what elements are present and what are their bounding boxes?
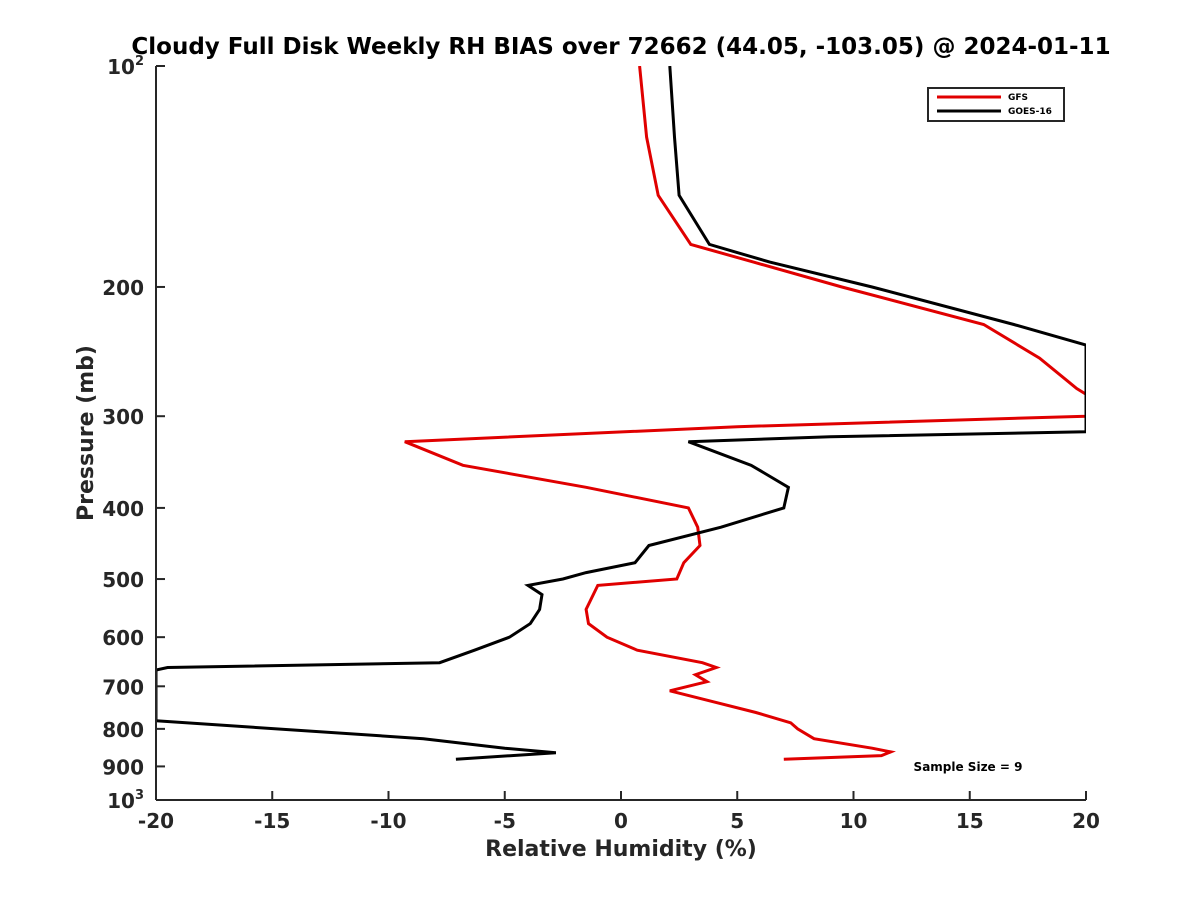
y-tick-label: 102 bbox=[107, 54, 144, 79]
x-tick-label: 5 bbox=[730, 809, 744, 833]
y-tick-label: 103 bbox=[107, 788, 144, 813]
y-tick-label: 300 bbox=[102, 405, 144, 429]
legend-entry-label: GOES-16 bbox=[1008, 107, 1052, 117]
y-tick-label: 900 bbox=[102, 755, 144, 779]
y-tick-label: 800 bbox=[102, 718, 144, 742]
x-tick-label: -10 bbox=[370, 809, 406, 833]
x-tick-label: -15 bbox=[254, 809, 290, 833]
x-tick-label: 20 bbox=[1072, 809, 1100, 833]
series-line-goes-16 bbox=[156, 66, 1086, 761]
legend-entry-label: GFS bbox=[1008, 93, 1028, 103]
series-line-gfs bbox=[404, 66, 1086, 761]
x-axis-title: Relative Humidity (%) bbox=[485, 837, 757, 862]
y-tick-label: 200 bbox=[102, 276, 144, 300]
y-tick-label: 600 bbox=[102, 626, 144, 650]
chart-title: Cloudy Full Disk Weekly RH BIAS over 726… bbox=[131, 34, 1110, 60]
x-tick-label: -5 bbox=[494, 809, 516, 833]
x-tick-label: 0 bbox=[614, 809, 628, 833]
sample-size-annotation: Sample Size = 9 bbox=[914, 760, 1023, 774]
y-tick-label: 400 bbox=[102, 497, 144, 521]
legend: GFS GOES-16 bbox=[927, 87, 1065, 122]
plot-area: -20 -15 -10 -5 0 5 10 15 20 102 200 300 400 500 600 700… bbox=[102, 54, 1100, 833]
y-axis-title: Pressure (mb) bbox=[74, 345, 99, 521]
y-tick-label: 500 bbox=[102, 568, 144, 592]
legend-box bbox=[927, 87, 1065, 122]
x-tick-label: 10 bbox=[840, 809, 868, 833]
x-tick-label: -20 bbox=[138, 809, 174, 833]
y-tick-label: 700 bbox=[102, 675, 144, 699]
x-tick-label: 15 bbox=[956, 809, 984, 833]
